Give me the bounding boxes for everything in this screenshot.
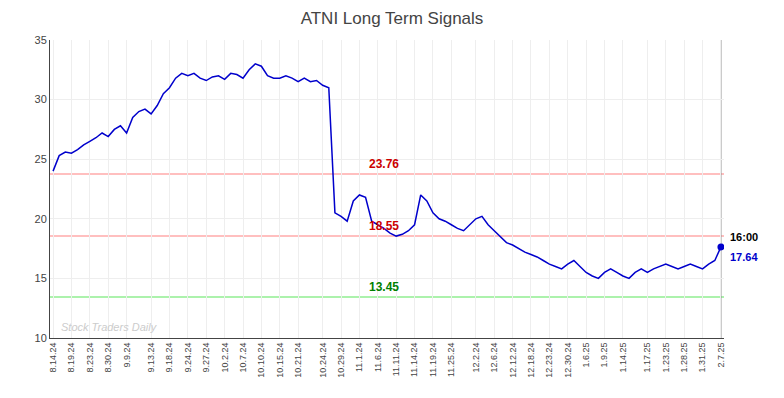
svg-text:12.12.24: 12.12.24 bbox=[508, 343, 518, 378]
svg-text:11.1.24: 11.1.24 bbox=[354, 343, 364, 372]
svg-text:11.14.24: 11.14.24 bbox=[409, 343, 419, 377]
svg-text:9.9.24: 9.9.24 bbox=[122, 343, 132, 368]
svg-text:11.11.24: 11.11.24 bbox=[391, 343, 401, 377]
svg-text:13.45: 13.45 bbox=[369, 280, 399, 294]
svg-text:10.2.24: 10.2.24 bbox=[220, 343, 230, 373]
svg-text:1.23.25: 1.23.25 bbox=[661, 343, 671, 373]
svg-text:15: 15 bbox=[35, 272, 47, 284]
svg-text:1.6.25: 1.6.25 bbox=[581, 343, 591, 368]
svg-text:8.19.24: 8.19.24 bbox=[66, 343, 76, 373]
svg-text:10.21.24: 10.21.24 bbox=[293, 343, 303, 378]
svg-text:12.18.24: 12.18.24 bbox=[526, 343, 536, 378]
svg-text:1.9.25: 1.9.25 bbox=[599, 343, 609, 368]
svg-text:11.25.24: 11.25.24 bbox=[446, 343, 456, 377]
svg-text:1.28.25: 1.28.25 bbox=[679, 343, 689, 373]
svg-text:11.6.24: 11.6.24 bbox=[373, 343, 383, 372]
svg-text:16:00: 16:00 bbox=[730, 231, 758, 243]
svg-text:10: 10 bbox=[35, 332, 47, 344]
svg-text:Stock Traders Daily: Stock Traders Daily bbox=[61, 321, 158, 333]
svg-text:12.2.24: 12.2.24 bbox=[471, 343, 481, 373]
svg-text:2.7.25: 2.7.25 bbox=[716, 343, 726, 368]
svg-text:10.7.24: 10.7.24 bbox=[238, 343, 248, 373]
svg-text:8.23.24: 8.23.24 bbox=[85, 343, 95, 373]
svg-text:25: 25 bbox=[35, 153, 47, 165]
svg-text:9.13.24: 9.13.24 bbox=[146, 343, 156, 373]
svg-text:12.23.24: 12.23.24 bbox=[544, 343, 554, 378]
svg-text:ATNI Long Term Signals: ATNI Long Term Signals bbox=[301, 9, 484, 28]
svg-text:30: 30 bbox=[35, 93, 47, 105]
svg-text:9.27.24: 9.27.24 bbox=[201, 343, 211, 373]
svg-text:8.30.24: 8.30.24 bbox=[103, 343, 113, 373]
svg-text:11.19.24: 11.19.24 bbox=[428, 343, 438, 377]
svg-text:12.6.24: 12.6.24 bbox=[489, 343, 499, 373]
svg-text:20: 20 bbox=[35, 213, 47, 225]
svg-text:9.18.24: 9.18.24 bbox=[164, 343, 174, 373]
svg-text:1.14.25: 1.14.25 bbox=[618, 343, 628, 373]
svg-text:10.29.24: 10.29.24 bbox=[336, 343, 346, 378]
svg-text:8.14.24: 8.14.24 bbox=[48, 343, 58, 373]
svg-text:10.10.24: 10.10.24 bbox=[256, 343, 266, 378]
svg-text:35: 35 bbox=[35, 34, 47, 46]
svg-text:23.76: 23.76 bbox=[369, 157, 399, 171]
svg-text:17.64: 17.64 bbox=[730, 251, 758, 263]
svg-text:1.17.25: 1.17.25 bbox=[642, 343, 652, 373]
svg-text:18.55: 18.55 bbox=[369, 219, 399, 233]
svg-text:12.30.24: 12.30.24 bbox=[563, 343, 573, 378]
svg-text:9.24.24: 9.24.24 bbox=[183, 343, 193, 373]
svg-text:10.15.24: 10.15.24 bbox=[275, 343, 285, 378]
svg-text:10.24.24: 10.24.24 bbox=[318, 343, 328, 378]
svg-text:1.31.25: 1.31.25 bbox=[697, 343, 707, 373]
